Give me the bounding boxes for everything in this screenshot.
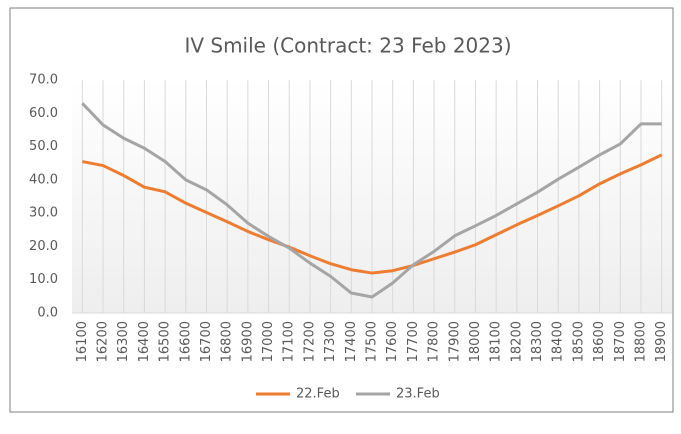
y-tick-label: 60.0 xyxy=(29,106,58,121)
x-tick-label: 18900 xyxy=(654,321,669,362)
x-tick-label: 16700 xyxy=(199,321,214,362)
x-tick-label: 16900 xyxy=(240,321,255,362)
legend-label: 23.Feb xyxy=(396,387,440,402)
x-tick-label: 17500 xyxy=(365,321,380,362)
x-tick-label: 17800 xyxy=(427,321,442,362)
x-tick-label: 18800 xyxy=(633,321,648,362)
legend-label: 22.Feb xyxy=(296,387,340,402)
y-tick-label: 10.0 xyxy=(29,272,58,287)
x-tick-label: 18600 xyxy=(592,321,607,362)
x-tick-label: 17900 xyxy=(447,321,462,362)
x-tick-label: 17400 xyxy=(344,321,359,362)
y-tick-label: 30.0 xyxy=(29,206,58,221)
x-tick-label: 17600 xyxy=(385,321,400,362)
x-tick-label: 16500 xyxy=(158,321,173,362)
x-tick-label: 18700 xyxy=(613,321,628,362)
y-tick-label: 20.0 xyxy=(29,239,58,254)
x-tick-label: 16100 xyxy=(75,321,90,362)
y-tick-label: 40.0 xyxy=(29,172,58,187)
x-tick-label: 18500 xyxy=(571,321,586,362)
x-tick-label: 18300 xyxy=(530,321,545,362)
series-line xyxy=(81,102,662,299)
x-tick-label: 16800 xyxy=(220,321,235,362)
chart-title: IV Smile (Contract: 23 Feb 2023) xyxy=(184,34,511,58)
x-tick-label: 17300 xyxy=(323,321,338,362)
y-tick-label: 70.0 xyxy=(29,73,58,88)
x-tick-label: 17200 xyxy=(302,321,317,362)
x-tick-label: 18100 xyxy=(489,321,504,362)
x-tick-label: 17000 xyxy=(261,321,276,362)
x-tick-label: 18000 xyxy=(468,321,483,362)
x-tick-label: 16400 xyxy=(137,321,152,362)
x-tick-label: 17700 xyxy=(406,321,421,362)
x-tick-label: 18400 xyxy=(551,321,566,362)
x-tick-label: 16200 xyxy=(96,321,111,362)
series-line xyxy=(82,153,663,275)
y-tick-label: 0.0 xyxy=(37,306,58,321)
x-tick-label: 18200 xyxy=(509,321,524,362)
x-tick-label: 17100 xyxy=(282,321,297,362)
y-tick-label: 50.0 xyxy=(29,139,58,154)
x-tick-label: 16600 xyxy=(178,321,193,362)
x-tick-label: 16300 xyxy=(116,321,131,362)
